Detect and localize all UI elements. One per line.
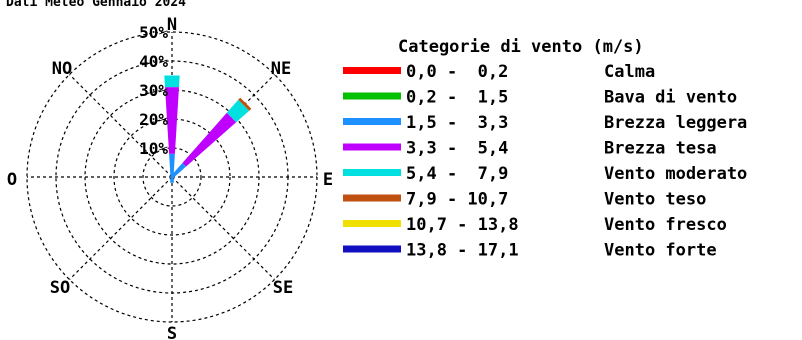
direction-label-se: SE (273, 278, 293, 298)
legend-range: 0,0 - 0,2 (406, 62, 508, 82)
direction-label-no: NO (52, 59, 72, 79)
wind-bar-n (165, 87, 179, 154)
direction-label-o: O (7, 170, 17, 190)
spoke-so (69, 176, 173, 280)
legend-swatch (343, 92, 401, 100)
legend-label: Brezza leggera (604, 113, 747, 133)
legend-items: 0,0 - 0,2 Calma 0,2 - 1,5 Bava di vento 1,5 … (343, 62, 747, 261)
legend-swatch (343, 143, 401, 151)
legend-range: 5,4 - 7,9 (406, 164, 508, 184)
wind-bar-n (164, 75, 180, 88)
legend-range: 13,8 - 17,1 (406, 241, 519, 261)
legend-swatch (343, 220, 401, 227)
legend-label: Calma (604, 62, 655, 82)
legend-label: Vento fresco (604, 215, 727, 235)
radial-ring (142, 147, 202, 207)
wind-bar-ne (238, 97, 252, 111)
legend-swatch (343, 245, 401, 253)
radial-tick-label: 40% (139, 52, 168, 71)
direction-label-ne: NE (271, 59, 291, 79)
legend-range: 1,5 - 3,3 (406, 113, 508, 133)
direction-label-n: N (167, 15, 177, 35)
legend-title: Categorie di vento (m/s) (398, 37, 644, 57)
legend-range: 7,9 - 10,7 (406, 190, 508, 210)
legend-label: Bava di vento (604, 88, 737, 108)
direction-label-so: SO (50, 278, 70, 298)
radial-tick-label: 20% (139, 110, 168, 129)
wind-bar-ne (170, 162, 187, 179)
radial-tick-label: 50% (139, 23, 168, 42)
spoke-no (69, 74, 173, 178)
wind-bar-ne (182, 112, 237, 167)
legend-swatch (343, 118, 401, 125)
header-text: Dati Meteo Gennaio 2024 (6, 0, 186, 10)
legend-swatch (343, 194, 401, 202)
legend-range: 10,7 - 13,8 (406, 215, 519, 235)
direction-label-e: E (323, 170, 333, 190)
spoke-se (171, 176, 275, 280)
radial-tick-label: 30% (139, 81, 168, 100)
wind-bar-n (169, 153, 175, 177)
legend-range: 0,2 - 1,5 (406, 88, 508, 108)
legend-swatch (343, 169, 401, 176)
legend-label: Vento moderato (604, 164, 747, 184)
direction-label-s: S (167, 324, 177, 340)
legend-swatch (343, 67, 401, 74)
legend: Categorie di vento (m/s) 0,0 - 0,2 Calma0… (343, 37, 747, 261)
radial-tick-label: 10% (139, 139, 168, 158)
wind-bars (164, 75, 252, 183)
wind-bar-s (170, 177, 174, 183)
legend-label: Brezza tesa (604, 139, 717, 159)
legend-label: Vento teso (604, 190, 706, 210)
legend-range: 3,3 - 5,4 (406, 139, 508, 159)
legend-label: Vento forte (604, 241, 717, 261)
wind-bar-ne (226, 99, 250, 123)
radial-tick-labels: 10% 20% 30% 40% 50% (139, 23, 168, 158)
direction-labels: N NE E SE S SO O NO (7, 15, 333, 340)
